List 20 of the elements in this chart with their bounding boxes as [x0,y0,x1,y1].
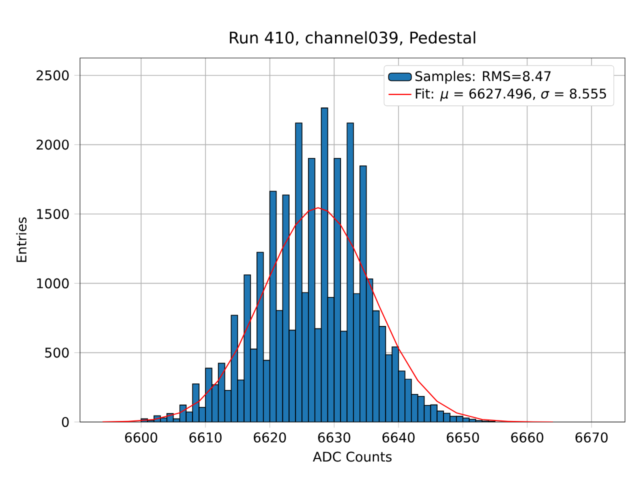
x-tick-label: 6650 [446,432,479,442]
x-axis-title: ADC Counts [312,452,392,462]
chart-title: Run 410, channel039, Pedestal [230,31,476,46]
y-axis-title: Entries [16,217,27,262]
legend-label: Samples: RMS=8.47 [415,70,551,84]
x-tick-label: 6600 [125,432,158,442]
x-tick-label: 6610 [189,432,222,442]
y-tick-label: 2500 [36,70,69,80]
y-tick-label: 0 [62,416,69,428]
x-tick-label: 6620 [254,432,286,442]
x-tick-label: 6640 [382,432,415,442]
x-tick-label: 6670 [576,432,608,442]
legend-label: Fit: μ = 6627.496, σ = 8.555 [416,88,606,102]
line-series [102,207,554,422]
x-tick-label: 6630 [318,432,350,442]
x-tick-label: 6660 [511,432,544,442]
y-tick-label: 2000 [36,140,69,150]
y-tick-label: 500 [45,348,69,358]
y-tick-label: 1500 [37,208,69,220]
y-tick-label: 1000 [37,278,69,288]
